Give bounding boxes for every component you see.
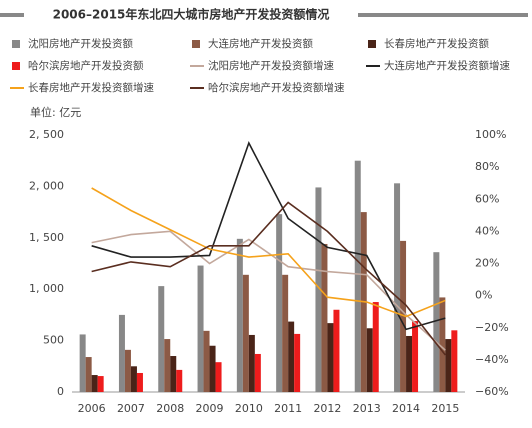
y2-tick-label: 60% [475,192,499,205]
legend-label: 沈阳房地产开发投资额增速 [208,59,334,72]
x-tick-label: 2007 [117,402,145,415]
bar [406,335,413,392]
y2-tick-label: −40% [475,353,509,366]
legend-swatch [368,40,376,48]
legend-label: 长春房地产开发投资额 [384,37,489,50]
y2-tick-label: 40% [475,224,499,237]
y2-tick-label: −20% [475,321,509,334]
x-tick-label: 2012 [313,402,341,415]
bar [215,362,222,392]
x-tick-label: 2015 [431,402,459,415]
bar [288,321,295,392]
bar [97,376,104,392]
bar [236,238,243,392]
bar [118,314,125,392]
bar [282,274,289,392]
y2-tick-label: 100% [475,128,506,141]
line [91,230,446,351]
bar [366,328,373,392]
y-tick-label: 2, 000 [29,179,64,192]
bar [445,339,452,392]
x-tick-label: 2011 [274,402,302,415]
bar [412,321,419,392]
bar [209,345,216,392]
x-tick-label: 2006 [78,402,106,415]
bar [439,297,446,392]
bar [203,330,210,392]
bar [333,309,340,392]
y-tick-label: 0 [57,385,64,398]
bar [91,375,98,392]
legend-label: 长春房地产开发投资额增速 [28,81,154,94]
y2-tick-label: 0% [475,289,492,302]
bar [394,183,401,392]
bar [321,243,328,392]
legend-swatch [12,40,20,48]
bar [124,349,131,392]
line [91,141,446,331]
legend-label: 沈阳房地产开发投资额 [28,37,133,50]
x-tick-label: 2013 [353,402,381,415]
bar [170,356,177,392]
line [91,187,446,318]
x-tick-label: 2014 [392,402,420,415]
x-tick-label: 2010 [235,402,263,415]
x-tick-label: 2008 [156,402,184,415]
bar [164,339,171,392]
bar [354,160,361,392]
bar [276,214,283,392]
y-axis-label: 单位: 亿元 [30,105,81,119]
bar [400,240,407,392]
x-tick-label: 2009 [196,402,224,415]
bar [136,372,143,392]
bar [248,334,255,392]
line [91,201,446,356]
bar [294,333,301,392]
legend-label: 哈尔滨房地产开发投资额增速 [208,81,345,94]
bar [433,252,440,392]
y-tick-label: 2, 500 [29,128,64,141]
legend-swatch [12,62,20,70]
bar [197,265,204,392]
bar [158,286,165,392]
bar [372,302,379,392]
bar [327,323,334,392]
legend-swatch [192,40,200,48]
bar [130,366,137,392]
bar [242,274,249,392]
y-tick-label: 1, 500 [29,231,64,244]
bar [176,369,183,392]
y2-tick-label: 80% [475,160,499,173]
bar [79,334,86,392]
y-tick-label: 1, 000 [29,282,64,295]
chart-title: 2006–2015年东北四大城市房地产开发投资额情况 [53,7,330,22]
bar [315,187,322,392]
bar [254,353,261,392]
y2-tick-label: −60% [475,385,509,398]
y2-tick-label: 20% [475,257,499,270]
bar [451,330,458,392]
legend-label: 大连房地产开发投资额 [208,37,313,50]
bar [85,357,92,392]
legend-label: 大连房地产开发投资额增速 [384,59,510,72]
legend-label: 哈尔滨房地产开发投资额 [28,59,144,72]
y-tick-label: 500 [43,334,64,347]
